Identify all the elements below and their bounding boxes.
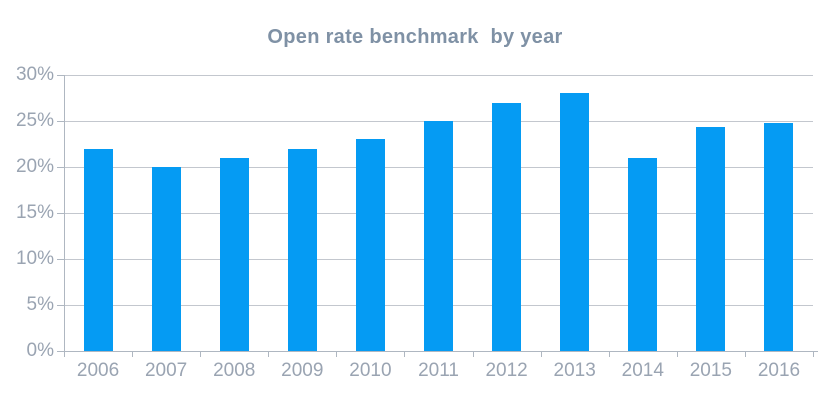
bar-2010	[355, 139, 385, 351]
y-axis-label-30%: 30%	[15, 64, 54, 85]
x-axis-label-2007: 2007	[144, 360, 188, 381]
bar-2012	[492, 102, 522, 351]
x-axis-label-2006: 2006	[76, 360, 120, 381]
x-tick-5	[404, 351, 406, 357]
bar-2016	[764, 122, 794, 351]
gridline-30	[64, 75, 813, 76]
y-axis-line	[64, 75, 65, 351]
y-axis-label-10%: 10%	[15, 248, 54, 269]
x-axis-label-2010: 2010	[349, 360, 392, 381]
x-axis-label-2015: 2015	[689, 360, 732, 381]
y-axis-label-0%: 0%	[26, 340, 54, 361]
x-tick-9	[676, 351, 678, 357]
bar-2013	[560, 93, 590, 351]
bar-2006	[83, 148, 113, 351]
y-tick-25%	[57, 121, 64, 122]
y-axis-label-20%: 20%	[15, 156, 54, 177]
x-axis-label-2016: 2016	[757, 360, 801, 381]
chart-title: Open rate benchmark by year	[267, 26, 563, 48]
x-tick-8	[608, 351, 610, 357]
x-axis-label-2013: 2013	[553, 360, 596, 381]
x-tick-0	[64, 351, 65, 357]
x-axis-label-2011: 2011	[418, 360, 459, 381]
bar-2009	[287, 148, 317, 351]
bar-2011	[424, 121, 453, 351]
bar-2007	[151, 167, 181, 351]
bar-2015	[696, 126, 726, 351]
x-tick-3	[268, 351, 270, 357]
y-tick-20%	[57, 167, 64, 168]
x-tick-10	[744, 351, 746, 357]
y-tick-10%	[57, 259, 64, 260]
x-axis-label-2008: 2008	[213, 360, 256, 381]
y-axis-label-5%: 5%	[26, 294, 54, 315]
bar-2008	[219, 157, 249, 351]
y-tick-30%	[57, 75, 64, 76]
x-tick-6	[472, 351, 474, 357]
x-tick-4	[336, 351, 338, 357]
y-tick-0%	[57, 351, 64, 352]
y-tick-15%	[57, 213, 64, 214]
y-axis-label-15%: 15%	[15, 202, 54, 223]
y-tick-5%	[57, 305, 64, 306]
x-tick-1	[132, 351, 134, 357]
x-tick-2	[200, 351, 202, 357]
x-axis-line	[64, 351, 818, 352]
x-tick-7	[540, 351, 542, 357]
y-axis-label-25%: 25%	[15, 110, 54, 131]
x-axis-label-2009: 2009	[281, 360, 324, 381]
x-axis-label-2012: 2012	[485, 360, 528, 381]
x-axis-label-2014: 2014	[621, 360, 664, 381]
x-tick-11	[813, 351, 814, 357]
bar-2014	[628, 157, 658, 351]
